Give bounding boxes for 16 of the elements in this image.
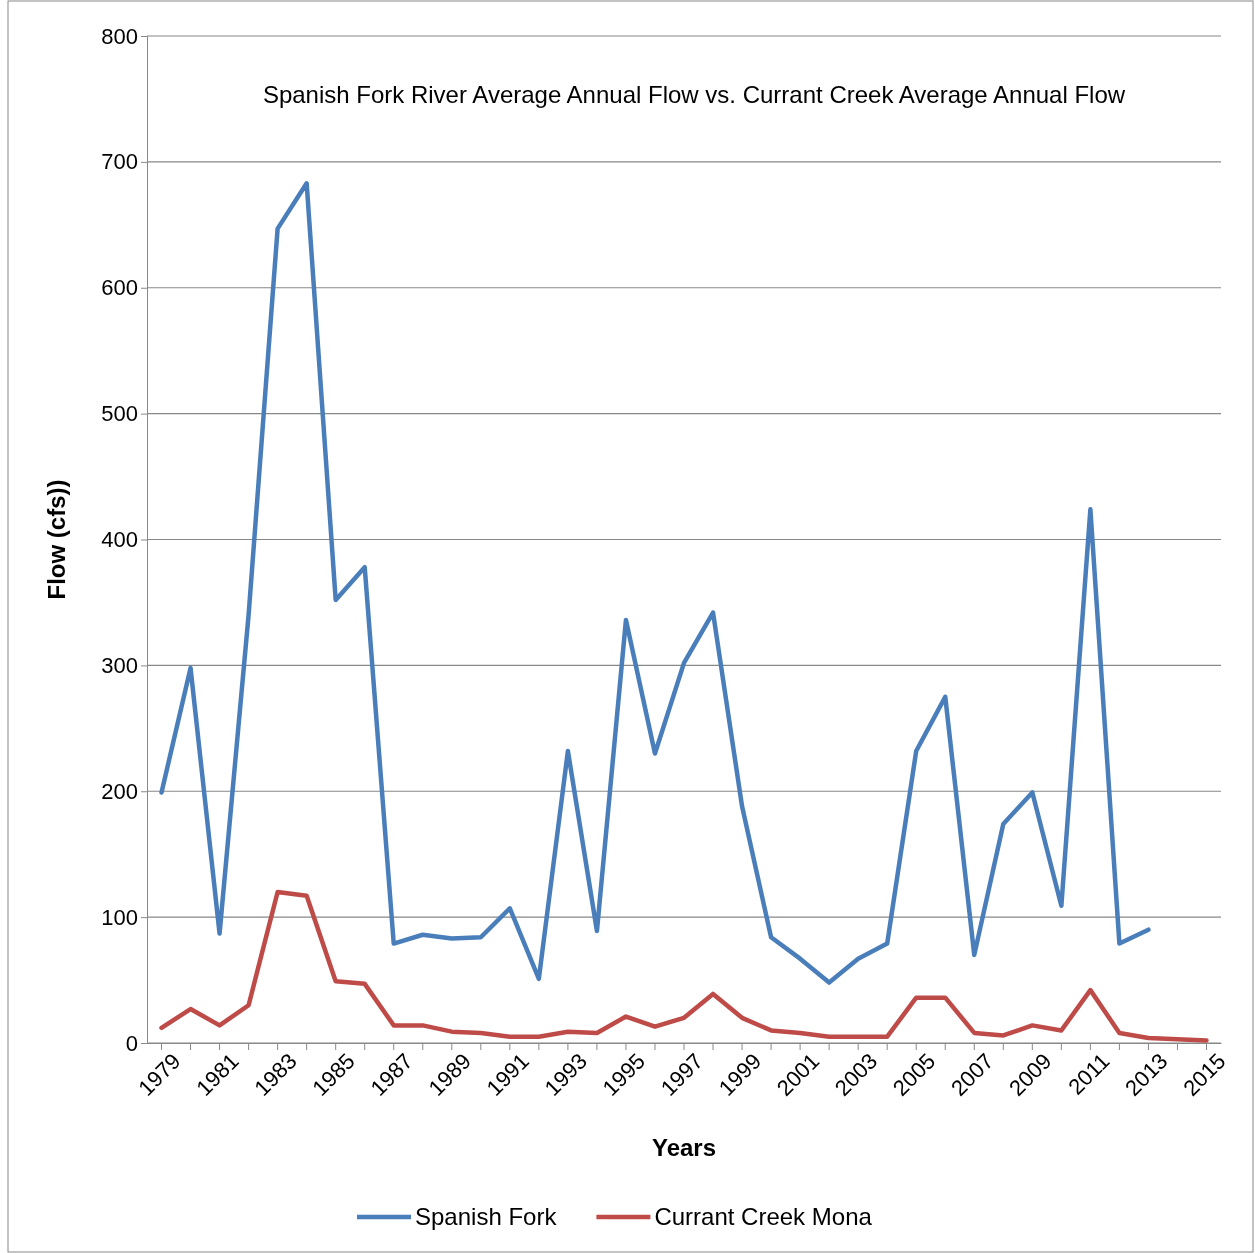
legend-label: Spanish Fork	[415, 1203, 558, 1230]
y-tick-label: 100	[101, 904, 138, 930]
y-axis-title: Flow (cfs))	[43, 479, 70, 600]
y-tick-label: 600	[101, 275, 138, 301]
y-tick-label: 500	[101, 401, 138, 427]
y-tick-label: 400	[101, 527, 138, 553]
x-axis-title: Years	[651, 1134, 717, 1161]
text: Spanish Fork River Average Annual Flow vs. Currant Creek Average Annual Flow	[262, 81, 1126, 108]
legend-label: Currant Creek Mona	[654, 1203, 873, 1230]
y-tick-label: 0	[125, 1030, 138, 1056]
y-tick-label: 800	[101, 23, 138, 49]
y-tick-label: 200	[101, 778, 138, 804]
y-tick-label: 700	[101, 149, 138, 175]
line-series	[159, 889, 1209, 1043]
line-series	[159, 181, 1151, 985]
y-tick-label: 300	[101, 652, 138, 678]
